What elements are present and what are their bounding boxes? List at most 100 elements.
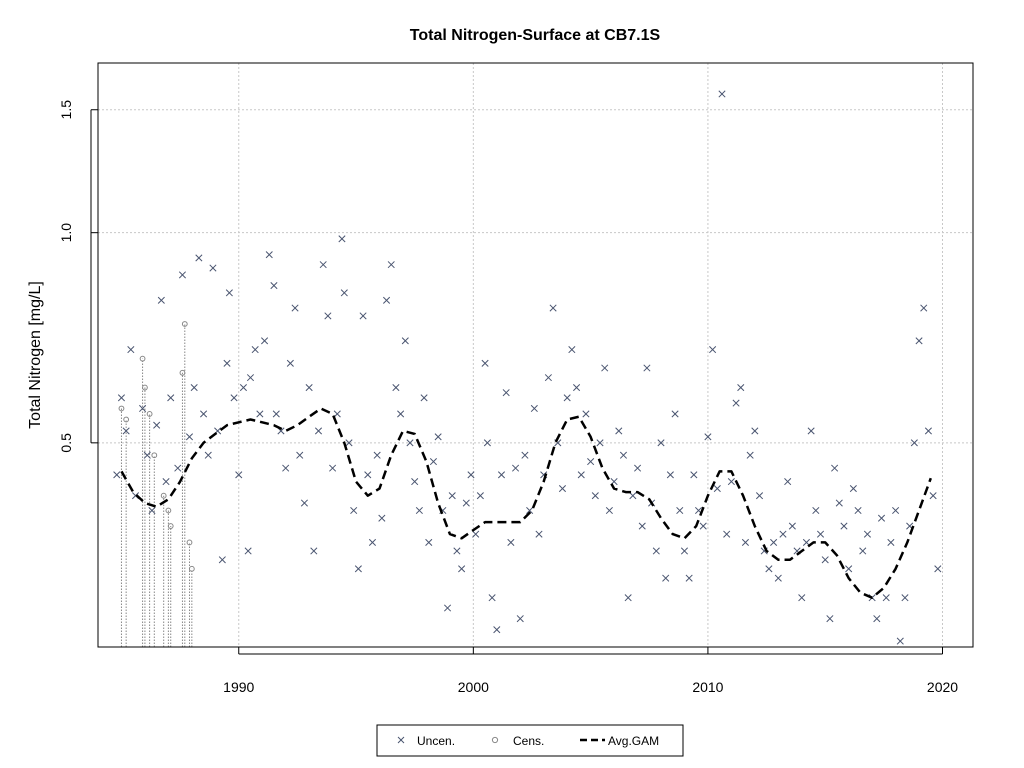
uncensored-point: [685, 574, 693, 582]
uncensored-point: [251, 346, 259, 354]
uncensored-point: [512, 464, 520, 472]
uncensored-point: [174, 464, 182, 472]
x-tick-label: 2020: [927, 679, 958, 695]
uncensored-point: [887, 538, 895, 546]
uncensored-point: [549, 304, 557, 312]
uncensored-point: [915, 337, 923, 345]
uncensored-point: [190, 384, 198, 392]
uncensored-point: [619, 451, 628, 459]
uncensored-point: [256, 410, 264, 418]
censored-point: [181, 321, 188, 647]
uncensored-point: [690, 471, 698, 479]
uncensored-point: [329, 464, 337, 472]
uncensored-point: [676, 506, 684, 515]
uncensored-point: [368, 538, 377, 546]
uncensored-point: [784, 478, 792, 486]
uncensored-point: [397, 410, 405, 418]
uncensored-point: [305, 384, 313, 392]
uncensored-point: [483, 439, 491, 447]
uncensored-point: [920, 304, 928, 312]
censored-point: [188, 565, 195, 647]
uncensored-point: [406, 439, 414, 447]
uncensored-point: [411, 478, 419, 486]
uncensored-point: [497, 471, 506, 479]
uncensored-point: [282, 464, 290, 472]
uncensored-point: [671, 410, 679, 418]
uncensored-point: [521, 451, 529, 459]
uncensored-point: [704, 433, 712, 441]
uncensored-point: [877, 514, 886, 522]
uncensored-point: [530, 404, 538, 413]
uncensored-point: [345, 439, 353, 447]
uncensored-point: [117, 394, 126, 402]
uncensored-point: [605, 506, 613, 515]
uncensored-point: [727, 478, 735, 486]
uncensored-point: [300, 499, 308, 507]
x-tick-label: 2010: [692, 679, 723, 695]
censored-point: [160, 492, 167, 647]
censored-point: [139, 355, 146, 647]
uncensored-point: [488, 594, 496, 602]
x-tick-label: 2000: [458, 679, 489, 695]
uncensored-point: [239, 384, 247, 392]
legend-marker-uncen: [397, 736, 405, 744]
uncensored-point: [582, 410, 590, 418]
uncensored-point: [774, 574, 782, 582]
uncensored-point: [314, 427, 323, 435]
uncensored-point: [122, 427, 130, 435]
uncensored-point: [453, 547, 461, 555]
uncensored-point: [338, 235, 346, 243]
uncensored-point: [882, 594, 890, 602]
censored-point: [123, 416, 130, 647]
legend-label-gam: Avg.GAM: [608, 734, 659, 748]
uncensored-point: [662, 574, 670, 582]
uncensored-point: [472, 530, 480, 538]
y-tick-label: 1.0: [58, 223, 74, 243]
censored-point: [142, 384, 148, 647]
uncensored-point: [568, 346, 576, 354]
uncensored-point: [286, 359, 294, 367]
y-tick-label: 1.5: [58, 100, 74, 120]
chart-title: Total Nitrogen-Surface at CB7.1S: [410, 27, 661, 44]
uncensored-point: [526, 506, 534, 515]
uncensored-point: [896, 637, 904, 645]
censored-point: [151, 452, 158, 647]
censored-point: [186, 539, 193, 647]
uncensored-point: [873, 615, 881, 623]
uncensored-point: [577, 471, 585, 479]
uncensored-point: [854, 506, 862, 515]
uncensored-point: [709, 346, 717, 354]
uncensored-point: [633, 464, 642, 472]
plot-frame: [97, 62, 974, 648]
uncensored-point: [746, 451, 754, 459]
uncensored-point: [643, 364, 651, 372]
uncensored-point: [638, 522, 646, 530]
grid: [98, 63, 973, 647]
uncensored-point: [596, 439, 604, 447]
y-axis-label: Total Nitrogen [mg/L]: [27, 281, 44, 429]
uncensored-point: [420, 394, 428, 402]
uncensored-point: [359, 312, 367, 320]
uncensored-point: [699, 522, 707, 530]
censored-point: [165, 507, 172, 647]
y-tick-label: 0.5: [58, 433, 74, 453]
uncensored-point: [425, 538, 433, 546]
uncensored-point: [127, 346, 135, 354]
uncensored-point: [765, 565, 773, 573]
uncensored-point: [816, 530, 825, 538]
uncensored-point: [148, 506, 156, 515]
uncensored-point: [863, 530, 871, 538]
censored-point: [118, 405, 125, 647]
censored-point: [146, 411, 153, 647]
uncensored-point: [737, 384, 745, 392]
uncensored-point: [434, 433, 442, 441]
uncensored-point: [200, 410, 208, 418]
uncensored-point: [910, 439, 918, 447]
uncensored-point: [652, 547, 660, 555]
uncensored-point: [481, 359, 489, 367]
uncensored-point: [178, 271, 187, 279]
uncensored-point: [544, 374, 552, 382]
uncensored-point: [415, 506, 423, 515]
uncensored-point: [319, 261, 327, 269]
uncensored-point: [310, 547, 318, 555]
